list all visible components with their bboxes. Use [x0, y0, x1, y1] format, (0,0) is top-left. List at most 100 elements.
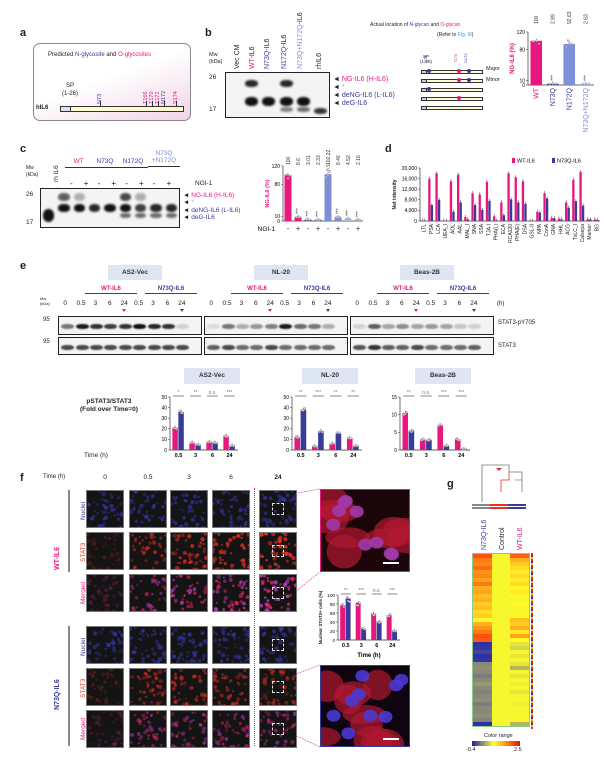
bar	[402, 412, 409, 450]
heatmap-row	[473, 566, 530, 570]
heatmap-cell	[510, 630, 530, 634]
cell	[177, 656, 181, 660]
cell	[244, 675, 248, 679]
x-tick-label: +	[316, 226, 320, 233]
cell	[87, 582, 91, 586]
heatmap-row	[473, 554, 530, 558]
cell	[195, 491, 198, 493]
cell	[140, 549, 144, 553]
cell	[162, 577, 165, 580]
cell	[171, 551, 175, 556]
cell	[114, 742, 118, 746]
cell	[163, 715, 166, 720]
stat-label: ***	[227, 390, 233, 396]
nucleus	[363, 709, 378, 722]
cell	[145, 510, 148, 513]
cell	[190, 544, 195, 548]
cell	[103, 515, 108, 520]
cell	[99, 700, 102, 703]
cell	[294, 745, 296, 747]
cell	[229, 504, 234, 509]
cell	[183, 499, 187, 502]
cell	[213, 674, 218, 679]
bar	[355, 602, 361, 640]
data-point	[405, 411, 408, 414]
nucleus	[326, 518, 341, 531]
cell	[92, 575, 97, 578]
heatmap-cell	[473, 582, 492, 586]
cell	[231, 498, 234, 501]
cell	[104, 603, 108, 607]
cell	[107, 536, 111, 541]
cells	[87, 669, 123, 705]
data-point	[427, 439, 431, 442]
cell	[231, 744, 236, 747]
cell	[102, 509, 107, 515]
cell	[112, 513, 116, 517]
cell	[264, 697, 268, 701]
heatmap-row	[473, 686, 530, 690]
group-bracket	[68, 490, 70, 572]
cell	[105, 598, 108, 601]
cell	[294, 722, 296, 726]
cell	[286, 576, 291, 581]
cell	[130, 657, 134, 662]
micrograph-wt-stat3	[212, 532, 250, 570]
micrograph-n73q-nuclei	[259, 626, 297, 664]
cell	[92, 556, 96, 559]
glycan-dot	[427, 69, 431, 73]
heatmap-cell	[491, 682, 511, 686]
time-label: 24	[470, 300, 478, 307]
cell	[107, 704, 110, 705]
y-tick-label: 40	[283, 405, 289, 411]
cell	[183, 559, 187, 563]
cell	[139, 637, 143, 642]
x-tick-label: WT	[533, 87, 540, 99]
cell	[274, 635, 280, 640]
cell	[101, 545, 105, 548]
cell	[219, 703, 222, 705]
group-n73q-il6: N73Q-IL6	[145, 286, 197, 294]
heatmap-cell	[510, 586, 530, 590]
cell	[281, 662, 285, 663]
cell	[277, 699, 280, 702]
cell	[282, 671, 285, 675]
band	[89, 345, 103, 350]
heatmap-column-label: WT-IL6	[517, 527, 524, 550]
data-point	[332, 442, 335, 445]
bar	[329, 443, 336, 450]
cell	[163, 578, 166, 583]
cell	[103, 740, 108, 744]
figure-link[interactable]: Fig. 6I	[457, 32, 472, 38]
cell	[192, 674, 196, 678]
x-tick-label: TJA-I	[486, 224, 492, 236]
cell	[113, 739, 116, 742]
panel-c-label: c	[20, 143, 27, 155]
group-label-2: N172Q	[118, 158, 148, 168]
cell	[173, 587, 176, 590]
cell	[153, 535, 156, 539]
cell	[216, 575, 222, 580]
cell	[162, 557, 166, 562]
cell	[293, 649, 296, 653]
stat-label: ***	[550, 75, 556, 81]
heatmap-cell	[510, 598, 530, 602]
cell	[264, 673, 267, 676]
band	[250, 324, 264, 329]
band-label-text: NG-IL6	[191, 192, 213, 199]
heatmap-cell	[510, 698, 530, 702]
cell	[131, 686, 134, 690]
cell	[282, 713, 286, 717]
data-point	[551, 82, 554, 85]
cell	[142, 717, 146, 721]
cell	[225, 647, 228, 650]
band-deG	[279, 107, 293, 112]
cell	[141, 656, 146, 661]
cell	[234, 646, 237, 649]
bar	[473, 205, 477, 221]
kda: (kDa)	[209, 59, 223, 65]
band-deG	[296, 107, 310, 112]
cell	[142, 724, 146, 728]
cell	[146, 737, 150, 741]
cell	[107, 675, 110, 678]
